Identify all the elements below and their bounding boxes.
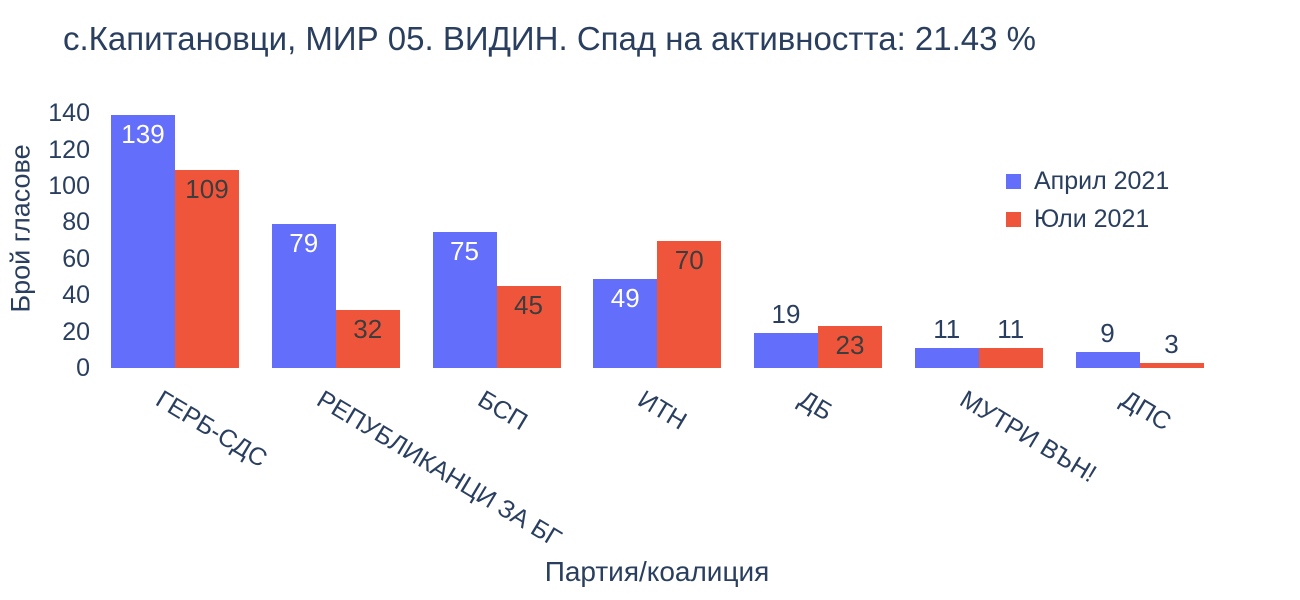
- chart-title: с.Капитановци, МИР 05. ВИДИН. Спад на ак…: [63, 20, 1037, 57]
- y-tick-label: 60: [62, 244, 90, 273]
- bar-value-label: 11: [933, 313, 961, 344]
- x-tick-label: ДБ: [794, 385, 838, 427]
- bar[interactable]: [978, 347, 1043, 368]
- y-tick-label: 0: [76, 354, 90, 382]
- bar-value-label: 32: [353, 313, 383, 344]
- legend-item[interactable]: Юли 2021: [1006, 200, 1169, 238]
- bar[interactable]: [271, 224, 336, 368]
- y-tick-label: 120: [48, 135, 90, 164]
- legend: Април 2021 Юли 2021: [1006, 162, 1169, 238]
- y-tick-label: 20: [62, 317, 90, 346]
- bar-value-label: 45: [514, 290, 543, 321]
- legend-item-label: Юли 2021: [1034, 204, 1150, 233]
- y-tick-label: 80: [62, 208, 90, 237]
- legend-item-label: Април 2021: [1034, 166, 1170, 195]
- bar[interactable]: [111, 115, 175, 368]
- bar[interactable]: [335, 309, 400, 368]
- bar-value-label: 3: [1164, 328, 1179, 359]
- bar-value-label: 109: [185, 173, 229, 204]
- bar-value-label: 9: [1100, 317, 1115, 348]
- bar-value-label: 49: [610, 282, 640, 313]
- bar-value-label: 75: [450, 235, 479, 266]
- bar-value-label: 139: [121, 119, 165, 150]
- bar[interactable]: [657, 240, 722, 368]
- bar[interactable]: [593, 278, 658, 368]
- bar[interactable]: [914, 347, 979, 368]
- x-tick-label: ГЕРБ-СДС: [151, 385, 272, 474]
- bar[interactable]: [175, 169, 239, 368]
- bar-value-label: 19: [771, 299, 801, 330]
- bar-value-label: 11: [997, 313, 1025, 344]
- y-tick-label: 140: [48, 99, 90, 128]
- x-tick-label: ДПС: [1115, 385, 1176, 437]
- x-axis-title: Партия/коалиция: [544, 556, 770, 587]
- legend-swatch-icon: [1006, 173, 1021, 189]
- x-tick-label: БСП: [472, 385, 532, 437]
- bar-value-label: 79: [289, 228, 319, 259]
- bar[interactable]: [818, 326, 882, 368]
- bar[interactable]: [432, 231, 497, 368]
- bar[interactable]: [1139, 362, 1204, 368]
- legend-item[interactable]: Април 2021: [1006, 162, 1169, 200]
- bar-value-label: 70: [674, 244, 704, 275]
- bar[interactable]: [754, 333, 818, 368]
- y-tick-label: 40: [62, 281, 90, 310]
- x-tick-label: МУТРИ ВЪН!: [954, 385, 1101, 489]
- bar-value-label: 23: [835, 330, 865, 361]
- bar[interactable]: [1075, 351, 1140, 368]
- bar[interactable]: [496, 286, 561, 368]
- legend-swatch-icon: [1006, 211, 1021, 227]
- x-tick-label: ИТН: [633, 385, 692, 436]
- y-tick-label: 100: [48, 172, 90, 200]
